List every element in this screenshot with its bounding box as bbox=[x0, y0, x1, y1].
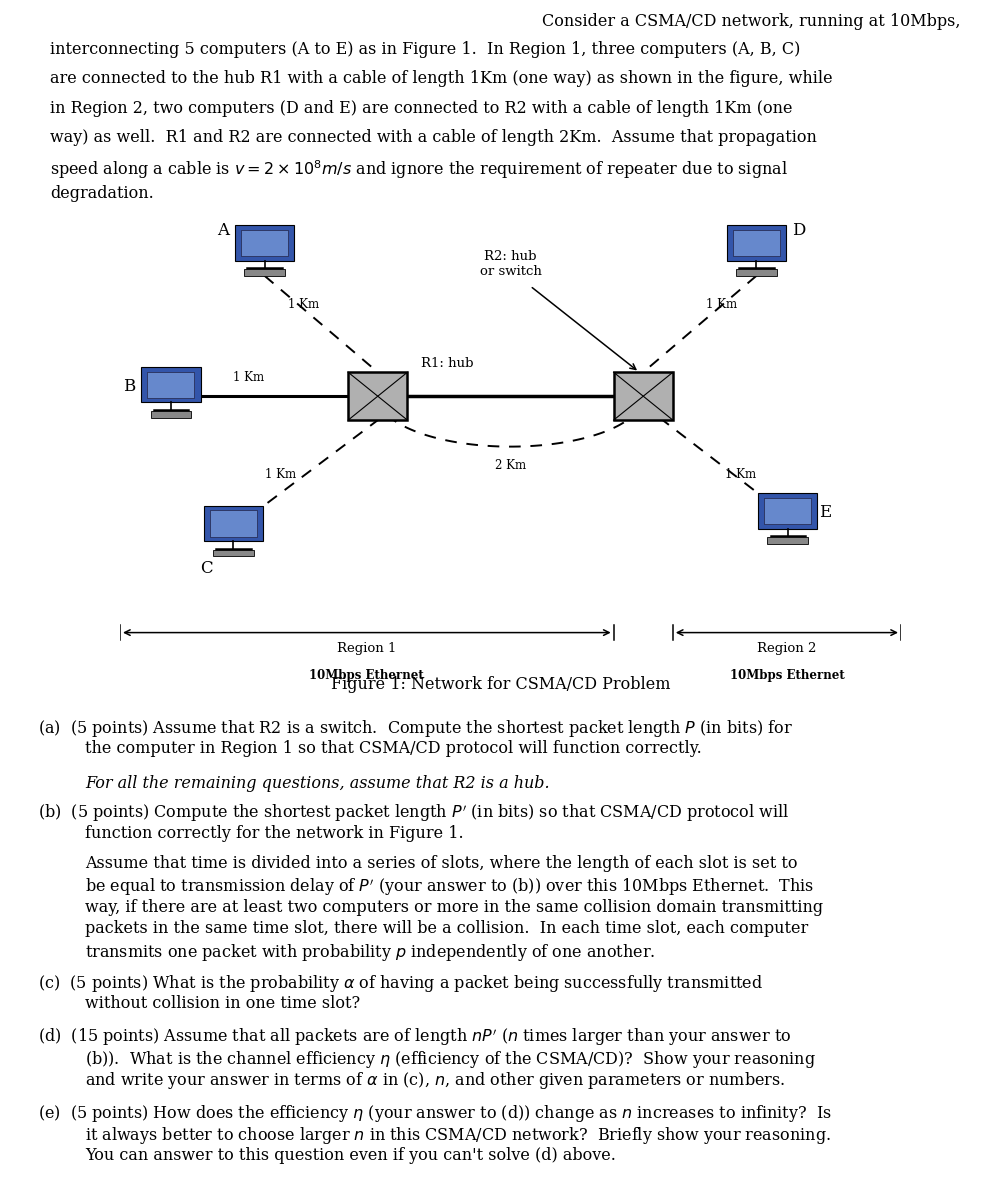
Text: without collision in one time slot?: without collision in one time slot? bbox=[85, 994, 360, 1012]
Text: R1: hub: R1: hub bbox=[420, 357, 473, 370]
Text: packets in the same time slot, there will be a collision.  In each time slot, ea: packets in the same time slot, there wil… bbox=[85, 920, 809, 938]
FancyBboxPatch shape bbox=[244, 269, 285, 276]
FancyBboxPatch shape bbox=[758, 494, 818, 529]
Text: Assume that time is divided into a series of slots, where the length of each slo: Assume that time is divided into a serie… bbox=[85, 855, 798, 872]
FancyBboxPatch shape bbox=[727, 226, 786, 261]
FancyBboxPatch shape bbox=[768, 537, 808, 543]
Text: transmits one packet with probability $p$ independently of one another.: transmits one packet with probability $p… bbox=[85, 942, 656, 963]
Text: Consider a CSMA/CD network, running at 10Mbps,: Consider a CSMA/CD network, running at 1… bbox=[543, 13, 961, 30]
Text: way, if there are at least two computers or more in the same collision domain tr: way, if there are at least two computers… bbox=[85, 899, 823, 915]
Text: 1 Km: 1 Km bbox=[726, 469, 757, 482]
Text: in Region 2, two computers (D and E) are connected to R2 with a cable of length : in Region 2, two computers (D and E) are… bbox=[50, 99, 793, 117]
Text: 10Mbps Ethernet: 10Mbps Ethernet bbox=[309, 670, 424, 683]
Text: R2: hub
or switch: R2: hub or switch bbox=[479, 250, 542, 278]
Text: way) as well.  R1 and R2 are connected with a cable of length 2Km.  Assume that : way) as well. R1 and R2 are connected wi… bbox=[50, 129, 817, 146]
Text: (e)  (5 points) How does the efficiency $\eta$ (your answer to (d)) change as $n: (e) (5 points) How does the efficiency $… bbox=[38, 1103, 832, 1124]
Text: speed along a cable is $v = 2 \times 10^8 m/s$ and ignore the requirement of rep: speed along a cable is $v = 2 \times 10^… bbox=[50, 158, 788, 181]
FancyBboxPatch shape bbox=[241, 230, 288, 256]
FancyBboxPatch shape bbox=[235, 226, 294, 261]
FancyBboxPatch shape bbox=[614, 372, 673, 420]
Text: A: A bbox=[217, 222, 229, 239]
Text: the computer in Region 1 so that CSMA/CD protocol will function correctly.: the computer in Region 1 so that CSMA/CD… bbox=[85, 739, 702, 757]
Text: 2 Km: 2 Km bbox=[494, 459, 527, 472]
FancyBboxPatch shape bbox=[150, 411, 191, 418]
Text: degradation.: degradation. bbox=[50, 185, 154, 202]
FancyBboxPatch shape bbox=[147, 372, 194, 398]
FancyBboxPatch shape bbox=[348, 372, 407, 420]
Text: 1 Km: 1 Km bbox=[288, 299, 319, 312]
Text: (b)  (5 points) Compute the shortest packet length $P'$ (in bits) so that CSMA/C: (b) (5 points) Compute the shortest pack… bbox=[38, 803, 790, 824]
Text: E: E bbox=[819, 504, 831, 521]
Text: are connected to the hub R1 with a cable of length 1Km (one way) as shown in the: are connected to the hub R1 with a cable… bbox=[50, 71, 833, 87]
Text: You can answer to this question even if you can't solve (d) above.: You can answer to this question even if … bbox=[85, 1147, 616, 1163]
Text: For all the remaining questions, assume that R2 is a hub.: For all the remaining questions, assume … bbox=[85, 775, 550, 791]
Text: function correctly for the network in Figure 1.: function correctly for the network in Fi… bbox=[85, 824, 463, 842]
Text: Figure 1: Network for CSMA/CD Problem: Figure 1: Network for CSMA/CD Problem bbox=[330, 677, 671, 693]
Text: Region 2: Region 2 bbox=[757, 642, 817, 655]
Text: (a)  (5 points) Assume that R2 is a switch.  Compute the shortest packet length : (a) (5 points) Assume that R2 is a switc… bbox=[38, 718, 793, 739]
FancyBboxPatch shape bbox=[210, 510, 256, 537]
Text: 1 Km: 1 Km bbox=[264, 469, 295, 482]
Text: (c)  (5 points) What is the probability $\alpha$ of having a packet being succes: (c) (5 points) What is the probability $… bbox=[38, 973, 763, 994]
Text: C: C bbox=[199, 560, 212, 578]
FancyBboxPatch shape bbox=[733, 230, 780, 256]
FancyBboxPatch shape bbox=[736, 269, 777, 276]
Text: it always better to choose larger $n$ in this CSMA/CD network?  Briefly show you: it always better to choose larger $n$ in… bbox=[85, 1124, 831, 1146]
FancyBboxPatch shape bbox=[141, 367, 200, 403]
Text: interconnecting 5 computers (A to E) as in Figure 1.  In Region 1, three compute: interconnecting 5 computers (A to E) as … bbox=[50, 41, 801, 58]
FancyBboxPatch shape bbox=[203, 505, 263, 541]
Text: 1 Km: 1 Km bbox=[706, 299, 737, 312]
Text: be equal to transmission delay of $P'$ (your answer to (b)) over this 10Mbps Eth: be equal to transmission delay of $P'$ (… bbox=[85, 876, 815, 898]
Text: and write your answer in terms of $\alpha$ in (c), $n$, and other given paramete: and write your answer in terms of $\alph… bbox=[85, 1070, 786, 1091]
Text: 1 Km: 1 Km bbox=[233, 371, 264, 384]
FancyBboxPatch shape bbox=[765, 497, 811, 524]
Text: D: D bbox=[792, 222, 805, 239]
Text: (b)).  What is the channel efficiency $\eta$ (efficiency of the CSMA/CD)?  Show : (b)). What is the channel efficiency $\e… bbox=[85, 1049, 816, 1070]
FancyBboxPatch shape bbox=[213, 550, 253, 556]
Text: 10Mbps Ethernet: 10Mbps Ethernet bbox=[730, 670, 844, 683]
Text: Region 1: Region 1 bbox=[337, 642, 396, 655]
Text: B: B bbox=[123, 378, 136, 396]
Text: (d)  (15 points) Assume that all packets are of length $nP'$ ($n$ times larger t: (d) (15 points) Assume that all packets … bbox=[38, 1027, 792, 1049]
